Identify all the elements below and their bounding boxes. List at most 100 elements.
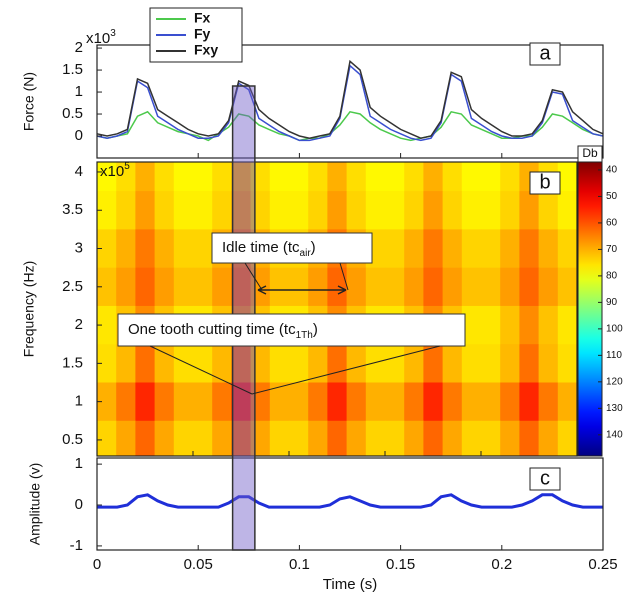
heat-cell [442, 420, 463, 456]
y-tick-label: 0 [75, 127, 83, 144]
colorbar-tick-label: 40 [606, 165, 618, 176]
heat-cell [519, 191, 540, 230]
axis-multiplier-main: x10 [86, 30, 110, 47]
colorbar-tick-label: 120 [606, 376, 623, 387]
colorbar-tick-label: 80 [606, 271, 618, 282]
heat-cell [231, 162, 252, 192]
y-tick-label: 1 [75, 393, 83, 410]
heat-cell [269, 382, 290, 422]
heat-cell [289, 382, 309, 422]
heat-cell [557, 420, 577, 456]
axis-multiplier: x103 [86, 28, 116, 47]
heat-cell [481, 344, 501, 383]
colorbar-tick-label: 90 [606, 297, 618, 308]
annotation-pointer [149, 345, 441, 395]
annotation-box [117, 313, 466, 347]
panel-label: b [539, 171, 550, 193]
heat-cell [461, 162, 482, 192]
x-tick-label: 0.1 [289, 556, 310, 573]
heat-cell [423, 229, 444, 269]
heat-cell [423, 344, 444, 383]
heat-cell [500, 162, 520, 192]
y-tick-label: 1 [75, 455, 83, 472]
plot-frame [96, 44, 604, 159]
heat-cell [385, 267, 405, 307]
y-tick-label: 2 [75, 39, 83, 56]
heat-cell [97, 305, 117, 345]
annotation-arrow [257, 285, 347, 295]
heat-cell [461, 420, 482, 456]
heat-cell [385, 162, 405, 192]
heat-cell [481, 162, 501, 192]
heat-cell [500, 229, 520, 269]
heat-cell [116, 229, 136, 269]
annotation-pointer [244, 262, 349, 291]
heat-cell [154, 162, 175, 192]
heat-cell [346, 162, 367, 192]
heat-cell [154, 267, 175, 307]
heat-cell [97, 229, 117, 269]
heat-cell [173, 344, 194, 383]
heat-cell [557, 305, 577, 345]
heat-cell [442, 382, 463, 422]
heat-cell [308, 420, 328, 456]
y-tick-label: 3 [75, 239, 83, 256]
heat-cell [538, 191, 559, 230]
heat-cell [116, 162, 136, 192]
heat-cell [519, 229, 540, 269]
heat-cell [481, 267, 501, 307]
heat-cell [423, 162, 444, 192]
heat-cell [289, 344, 309, 383]
heat-cell [481, 420, 501, 456]
heat-cell [423, 267, 444, 307]
heat-cell [116, 267, 136, 307]
heat-cell [97, 344, 117, 383]
heat-cell [365, 382, 386, 422]
heat-cell [346, 191, 367, 230]
heatmap [97, 162, 577, 456]
y-tick-label: 2.5 [62, 278, 83, 295]
heat-cell [327, 162, 348, 192]
panel-label-box [529, 42, 561, 66]
annotation: Idle time (tcair) [222, 239, 316, 259]
heat-cell [97, 420, 117, 456]
heat-cell [557, 229, 577, 269]
heat-cell [557, 344, 577, 383]
heat-cell [193, 229, 213, 269]
heat-cell [423, 191, 444, 230]
heat-cell [308, 162, 328, 192]
heat-cell [442, 267, 463, 307]
heat-cell [557, 267, 577, 307]
heat-cell [481, 191, 501, 230]
legend-label: Fxy [194, 42, 218, 58]
heat-cell [212, 191, 232, 230]
heat-cell [461, 267, 482, 307]
heat-cell [385, 229, 405, 269]
heat-cell [500, 420, 520, 456]
series-line [97, 493, 603, 509]
x-axis-label: Time (s) [323, 576, 377, 593]
heat-cell [327, 267, 348, 307]
heat-cell [461, 305, 482, 345]
heat-cell [346, 420, 367, 456]
heat-cell [404, 191, 424, 230]
heat-cell [538, 267, 559, 307]
x-tick-label: 0.05 [184, 556, 213, 573]
heat-cell [193, 382, 213, 422]
heat-cell [557, 382, 577, 422]
plot-frame [96, 161, 578, 457]
axis-multiplier: x105 [100, 161, 130, 180]
heat-cell [385, 420, 405, 456]
heat-cell [231, 382, 252, 422]
heat-cell [269, 420, 290, 456]
heat-cell [500, 191, 520, 230]
heat-cell [385, 191, 405, 230]
heat-cell [404, 344, 424, 383]
panel-label-box [529, 171, 561, 195]
x-tick-label: 0 [93, 556, 101, 573]
heat-cell [500, 267, 520, 307]
heat-cell [442, 229, 463, 269]
